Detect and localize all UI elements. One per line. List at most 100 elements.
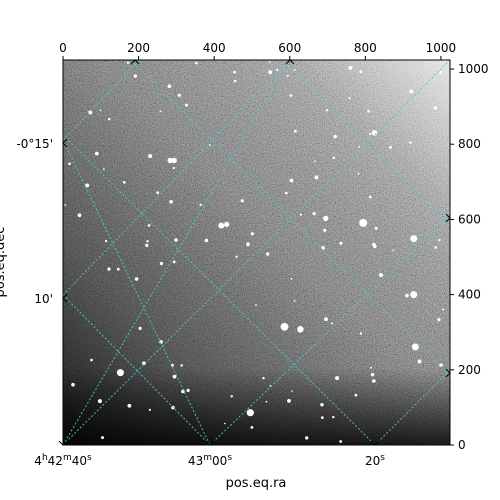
ra-tick-mark — [205, 440, 215, 446]
star — [411, 343, 419, 351]
y-tick-label: 800 — [458, 137, 481, 151]
star — [107, 117, 111, 121]
star — [320, 403, 324, 407]
star — [290, 278, 293, 280]
star — [172, 374, 177, 379]
dec-tick-label: -0°15' — [16, 137, 53, 151]
star — [339, 440, 343, 443]
star — [332, 415, 335, 419]
star — [224, 221, 230, 227]
star — [265, 252, 270, 256]
star — [439, 363, 443, 368]
star — [122, 181, 126, 184]
ra-tick-mark — [285, 59, 295, 65]
dec-tick-mark — [62, 138, 68, 148]
star — [437, 318, 441, 322]
star — [181, 389, 185, 394]
ra-tick-mark — [58, 440, 68, 446]
star — [116, 369, 124, 377]
star — [255, 304, 257, 306]
x-tick-label: 200 — [127, 41, 150, 55]
star — [358, 145, 360, 148]
star — [171, 157, 177, 164]
star — [159, 340, 163, 344]
star — [133, 74, 137, 78]
star — [410, 291, 418, 299]
star — [409, 141, 412, 144]
y-tick-label: 1000 — [458, 62, 489, 76]
star — [224, 422, 226, 425]
star — [280, 322, 289, 331]
y-tick-label: 0 — [458, 438, 466, 452]
ra-tick-mark — [370, 440, 380, 446]
star — [323, 228, 327, 232]
grid-line — [129, 60, 450, 376]
y-pixel-ticks: 0 200 400 600 800 1000 — [450, 62, 489, 452]
x-tick-label: 600 — [278, 41, 301, 55]
star — [145, 243, 149, 248]
star — [246, 409, 254, 417]
star — [148, 408, 151, 411]
star — [246, 242, 250, 247]
star — [218, 222, 225, 229]
star — [180, 364, 183, 367]
star — [107, 267, 111, 271]
y-tick-label: 200 — [458, 363, 481, 377]
star — [324, 317, 328, 322]
star — [138, 326, 142, 330]
star — [333, 134, 338, 139]
star — [367, 109, 370, 113]
star — [199, 203, 202, 207]
star — [85, 183, 90, 188]
star — [88, 110, 93, 115]
star — [438, 238, 441, 242]
star — [442, 308, 445, 311]
star — [410, 235, 418, 243]
star — [116, 267, 120, 271]
ra-tick-label: 4h42m40s — [34, 453, 92, 468]
star — [369, 132, 372, 136]
star — [434, 246, 437, 249]
star — [371, 130, 378, 136]
star — [374, 226, 378, 230]
star — [291, 390, 293, 392]
star — [409, 89, 414, 94]
star — [167, 84, 172, 88]
star — [289, 178, 294, 183]
star — [370, 372, 375, 377]
star — [148, 154, 153, 159]
grid-line — [63, 60, 450, 445]
star — [174, 238, 178, 242]
star — [209, 144, 211, 146]
star — [233, 79, 237, 83]
star — [289, 94, 293, 97]
ra-tick-label: 20s — [365, 453, 385, 468]
star — [276, 68, 279, 72]
star — [250, 426, 254, 429]
dec-tick-mark — [62, 293, 68, 303]
dec-tick-mark — [445, 368, 451, 378]
star — [331, 322, 333, 325]
dec-tick-label: 10' — [34, 292, 53, 306]
star — [287, 399, 291, 403]
star — [359, 332, 363, 335]
star — [348, 65, 353, 70]
star — [159, 261, 163, 266]
star — [186, 388, 190, 392]
star — [293, 300, 296, 302]
star — [233, 70, 236, 74]
star — [417, 359, 422, 364]
grid-line — [63, 60, 291, 296]
star — [332, 156, 336, 160]
star — [359, 70, 363, 74]
star — [204, 238, 209, 243]
star — [372, 379, 376, 383]
star — [172, 166, 175, 170]
star — [405, 293, 409, 298]
grid-line — [63, 134, 376, 445]
star — [142, 361, 146, 366]
star — [357, 172, 360, 175]
star — [320, 416, 324, 419]
grid-line — [63, 60, 291, 445]
x-tick-label: 800 — [354, 41, 377, 55]
